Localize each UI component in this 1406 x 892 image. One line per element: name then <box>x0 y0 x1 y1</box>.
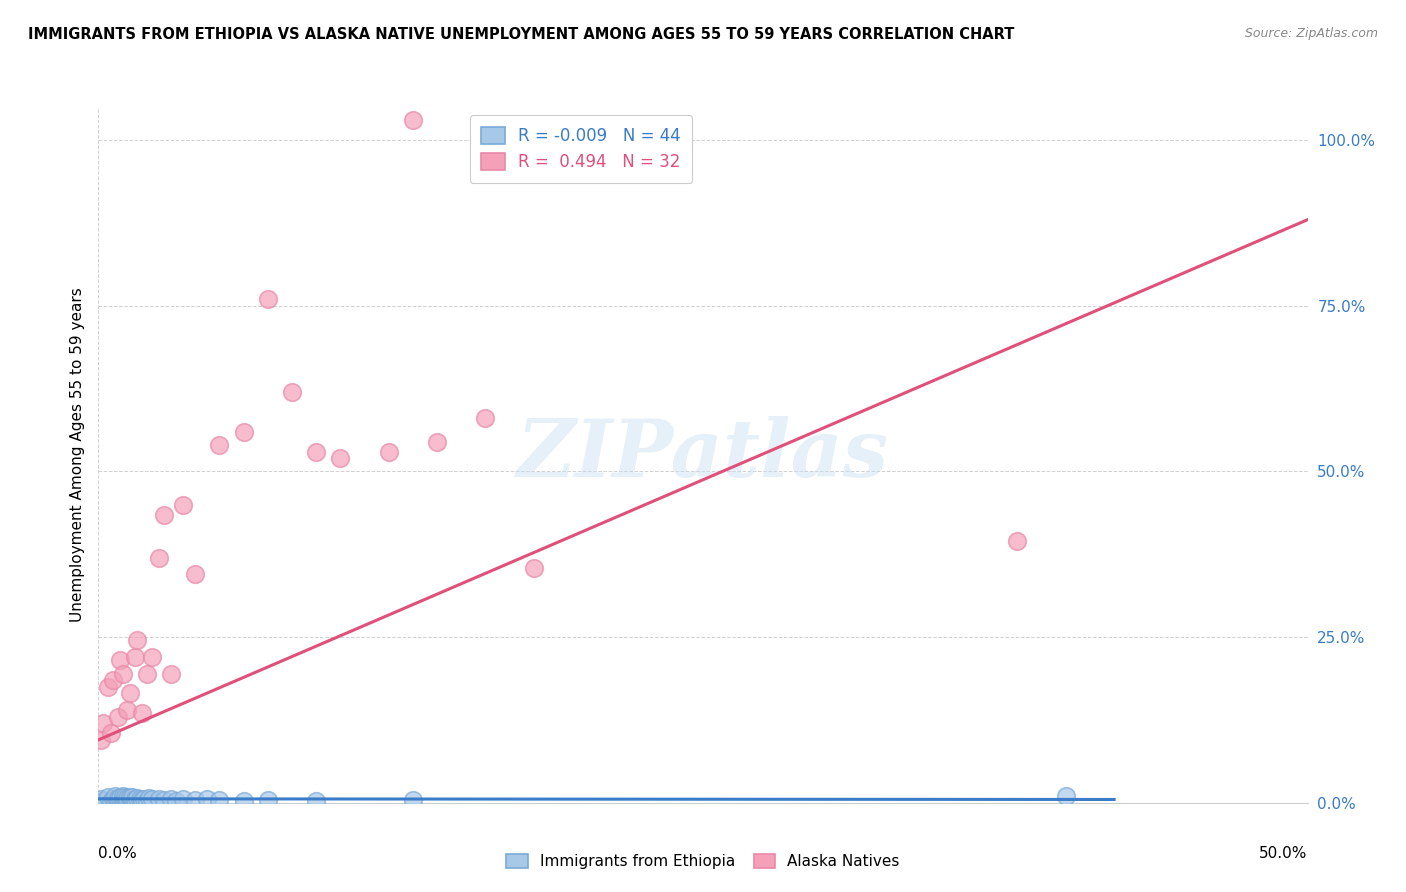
Text: 0.0%: 0.0% <box>98 846 138 861</box>
Point <box>208 438 231 452</box>
Point <box>108 789 131 804</box>
Point <box>208 793 231 807</box>
Legend: Immigrants from Ethiopia, Alaska Natives: Immigrants from Ethiopia, Alaska Natives <box>501 848 905 875</box>
Point <box>124 650 146 665</box>
Point <box>90 792 112 806</box>
Point <box>165 794 187 808</box>
Point <box>101 673 124 688</box>
Point <box>117 791 139 805</box>
Point <box>90 732 112 747</box>
Point <box>111 795 134 809</box>
Point <box>131 706 153 721</box>
Point <box>523 560 546 574</box>
Point <box>108 792 131 806</box>
Point <box>402 793 425 807</box>
Point <box>135 794 157 808</box>
Point <box>97 680 120 694</box>
Point <box>402 113 425 128</box>
Point <box>256 793 278 807</box>
Point <box>124 794 146 808</box>
Point <box>121 790 143 805</box>
Point <box>117 794 139 808</box>
Point <box>195 792 218 806</box>
Point <box>118 789 141 804</box>
Point <box>141 650 163 665</box>
Point <box>118 686 141 700</box>
Point <box>160 792 183 806</box>
Point <box>141 792 163 806</box>
Point <box>107 794 129 808</box>
Point <box>107 791 129 805</box>
Point <box>426 434 449 449</box>
Point <box>152 793 174 807</box>
Point <box>172 792 194 806</box>
Point <box>124 792 146 806</box>
Point <box>101 792 124 806</box>
Point <box>256 292 278 306</box>
Point <box>474 411 496 425</box>
Point <box>329 451 352 466</box>
Point <box>135 666 157 681</box>
Point <box>281 384 304 399</box>
Point <box>134 792 156 806</box>
Point <box>97 790 120 805</box>
Point <box>1054 789 1077 804</box>
Point <box>138 791 160 805</box>
Point <box>232 794 254 808</box>
Point <box>118 792 141 806</box>
Point <box>100 726 122 740</box>
Point <box>104 793 127 807</box>
Point <box>108 653 131 667</box>
Point <box>152 508 174 522</box>
Point <box>111 792 134 806</box>
Point <box>127 633 149 648</box>
Point <box>107 709 129 723</box>
Point <box>305 794 328 808</box>
Text: IMMIGRANTS FROM ETHIOPIA VS ALASKA NATIVE UNEMPLOYMENT AMONG AGES 55 TO 59 YEARS: IMMIGRANTS FROM ETHIOPIA VS ALASKA NATIV… <box>28 27 1015 42</box>
Point <box>305 444 328 458</box>
Point <box>104 789 127 804</box>
Point <box>172 498 194 512</box>
Point <box>160 666 183 681</box>
Point <box>131 793 153 807</box>
Y-axis label: Unemployment Among Ages 55 to 59 years: Unemployment Among Ages 55 to 59 years <box>69 287 84 623</box>
Point <box>148 550 170 565</box>
Point <box>100 794 122 808</box>
Point <box>1007 534 1029 549</box>
Text: ZIPatlas: ZIPatlas <box>517 417 889 493</box>
Point <box>111 789 134 804</box>
Point <box>91 795 114 809</box>
Point <box>114 793 136 807</box>
Point <box>377 444 399 458</box>
Point <box>91 716 114 731</box>
Point <box>127 791 149 805</box>
Point <box>128 792 150 806</box>
Point <box>114 790 136 805</box>
Point <box>117 703 139 717</box>
Point <box>184 567 207 582</box>
Point <box>121 793 143 807</box>
Text: 50.0%: 50.0% <box>1260 846 1308 861</box>
Point <box>111 666 134 681</box>
Point <box>232 425 254 439</box>
Text: Source: ZipAtlas.com: Source: ZipAtlas.com <box>1244 27 1378 40</box>
Point <box>184 793 207 807</box>
Point <box>148 792 170 806</box>
